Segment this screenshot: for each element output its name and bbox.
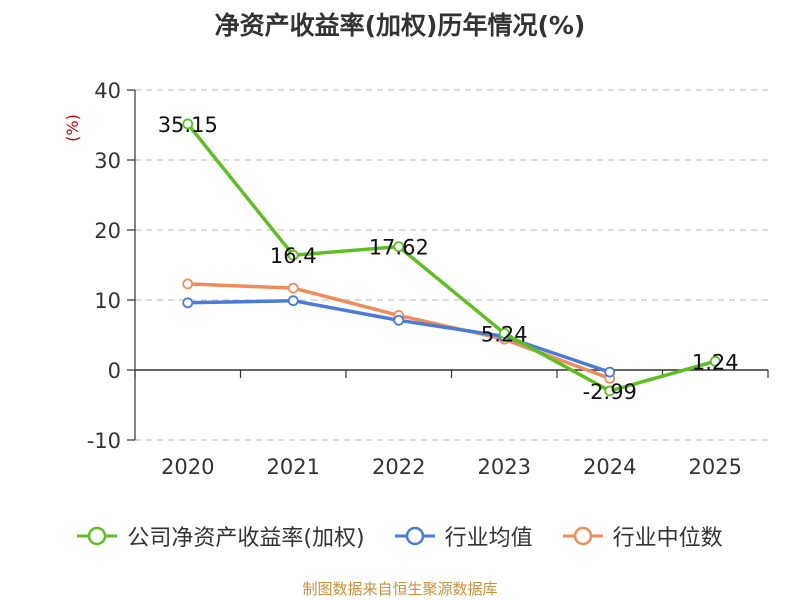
series-0-point bbox=[498, 327, 510, 339]
series-layer bbox=[182, 118, 721, 397]
legend-label-company-roe: 公司净资产收益率(加权) bbox=[127, 526, 365, 551]
x-tick-label-2022: 2022 bbox=[372, 455, 425, 479]
x-tick-label-2020: 2020 bbox=[161, 455, 214, 479]
legend-label-industry-mean: 行业均值 bbox=[444, 526, 533, 551]
data-label-layer: 35.15 16.4 17.62 5.24 -2.99 1.24 bbox=[158, 113, 739, 404]
series-line-2 bbox=[187, 282, 611, 381]
y-axis-label: (%) bbox=[63, 114, 82, 142]
legend-item-industry-mean[interactable]: 行业均值 bbox=[394, 520, 533, 552]
x-tick-label-2024: 2024 bbox=[583, 455, 636, 479]
series-0-point bbox=[393, 241, 405, 253]
data-label: 5.24 bbox=[481, 322, 528, 346]
series-2-point bbox=[287, 282, 299, 294]
legend-label-industry-median: 行业中位数 bbox=[612, 526, 723, 551]
y-tick-label: 30 bbox=[94, 149, 121, 173]
x-tick-label-2021: 2021 bbox=[267, 455, 320, 479]
chart-title: 净资产收益率(加权)历年情况(%) bbox=[214, 11, 586, 40]
axis-layer: -10 0 10 20 30 40 (%) 2020 2021 2022 2023 2024 2025 bbox=[63, 79, 769, 479]
legend-item-company-roe[interactable]: 公司净资产收益率(加权) bbox=[77, 520, 365, 552]
y-tick-label: 20 bbox=[94, 219, 121, 243]
data-label: 1.24 bbox=[692, 350, 739, 374]
grid-layer bbox=[135, 89, 768, 441]
series-1-point bbox=[287, 295, 299, 307]
legend-symbol-industry-mean bbox=[394, 526, 435, 546]
legend-symbol-company-roe bbox=[77, 526, 118, 546]
series-1-point bbox=[604, 366, 616, 378]
y-tick-label: 0 bbox=[108, 359, 121, 383]
legend-item-industry-median[interactable]: 行业中位数 bbox=[562, 520, 723, 552]
series-line-0 bbox=[186, 122, 716, 393]
series-0-point bbox=[287, 249, 299, 261]
x-tick-label-2023: 2023 bbox=[478, 455, 531, 479]
data-label: 17.62 bbox=[369, 236, 429, 260]
series-1-point bbox=[182, 297, 194, 309]
series-2-point bbox=[182, 278, 194, 290]
y-tick-label: 40 bbox=[94, 79, 121, 103]
y-tick-label: 10 bbox=[94, 289, 121, 313]
legend-symbol-industry-median bbox=[562, 526, 603, 546]
y-tick-label: -10 bbox=[87, 429, 121, 453]
data-label: 35.15 bbox=[158, 113, 218, 137]
series-0-point bbox=[182, 118, 194, 130]
legend: 公司净资产收益率(加权) 行业均值 行业中位数 bbox=[0, 520, 800, 552]
series-0-point bbox=[709, 355, 721, 367]
data-label: -2.99 bbox=[583, 380, 637, 404]
data-label: 16.4 bbox=[270, 244, 317, 268]
series-0-point bbox=[604, 385, 616, 397]
x-tick-label-2025: 2025 bbox=[689, 455, 742, 479]
source-note: 制图数据来自恒生聚源数据库 bbox=[302, 580, 498, 598]
series-1-point bbox=[393, 314, 405, 326]
